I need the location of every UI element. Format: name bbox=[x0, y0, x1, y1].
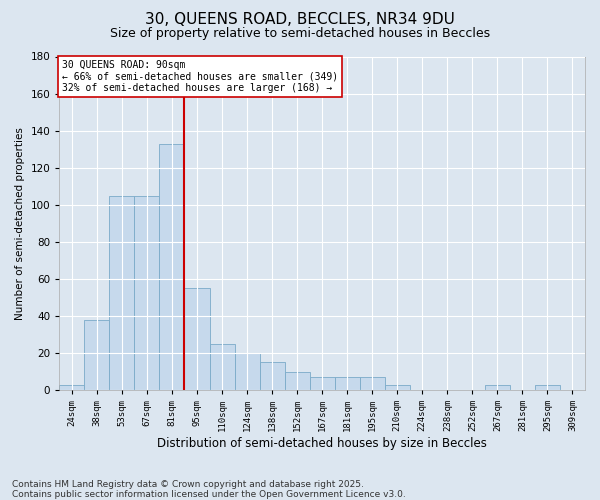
Bar bbox=[360, 377, 385, 390]
Bar bbox=[284, 372, 310, 390]
X-axis label: Distribution of semi-detached houses by size in Beccles: Distribution of semi-detached houses by … bbox=[157, 437, 487, 450]
Bar bbox=[184, 288, 209, 390]
Bar bbox=[260, 362, 284, 390]
Bar bbox=[310, 377, 335, 390]
Bar bbox=[209, 344, 235, 390]
Bar bbox=[59, 384, 85, 390]
Text: Size of property relative to semi-detached houses in Beccles: Size of property relative to semi-detach… bbox=[110, 28, 490, 40]
Bar bbox=[485, 384, 510, 390]
Bar bbox=[235, 353, 260, 390]
Bar bbox=[134, 196, 160, 390]
Text: 30, QUEENS ROAD, BECCLES, NR34 9DU: 30, QUEENS ROAD, BECCLES, NR34 9DU bbox=[145, 12, 455, 28]
Bar bbox=[85, 320, 109, 390]
Text: Contains HM Land Registry data © Crown copyright and database right 2025.
Contai: Contains HM Land Registry data © Crown c… bbox=[12, 480, 406, 499]
Text: 30 QUEENS ROAD: 90sqm
← 66% of semi-detached houses are smaller (349)
32% of sem: 30 QUEENS ROAD: 90sqm ← 66% of semi-deta… bbox=[62, 60, 338, 94]
Bar bbox=[109, 196, 134, 390]
Y-axis label: Number of semi-detached properties: Number of semi-detached properties bbox=[15, 127, 25, 320]
Bar bbox=[385, 384, 410, 390]
Bar bbox=[160, 144, 184, 390]
Bar bbox=[335, 377, 360, 390]
Bar bbox=[535, 384, 560, 390]
